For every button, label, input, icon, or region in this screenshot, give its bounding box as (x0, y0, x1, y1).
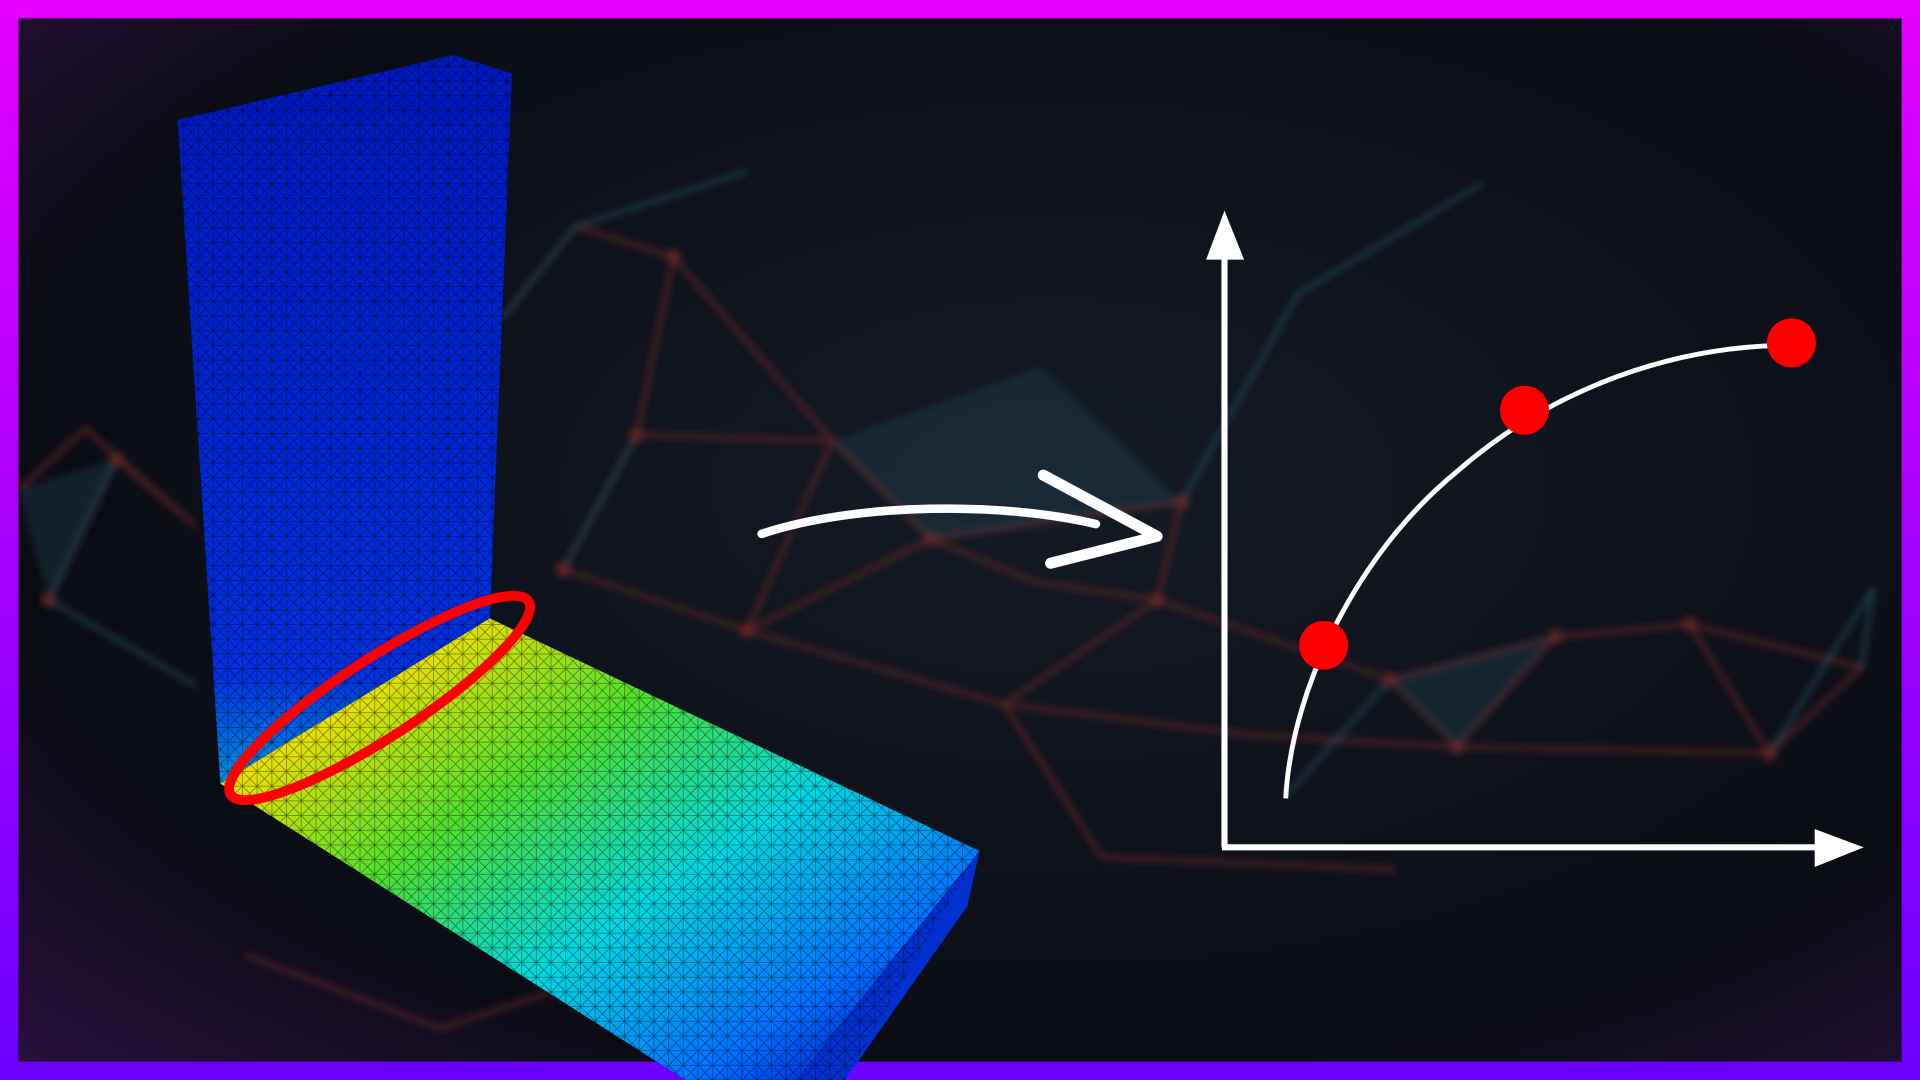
y-axis-arrowhead (1206, 210, 1245, 260)
network-background (17, 169, 1875, 1031)
fem-l-bracket-model (177, 55, 980, 1080)
data-point (1500, 385, 1549, 435)
x-axis-arrowhead (1814, 828, 1864, 867)
stress-highlight-ellipse (224, 590, 535, 805)
xy-axes-curve-icon (1206, 210, 1864, 867)
data-point (1299, 620, 1349, 670)
curved-arrow-right-icon (757, 469, 1163, 569)
data-point (1766, 318, 1816, 368)
curve (1283, 342, 1792, 799)
